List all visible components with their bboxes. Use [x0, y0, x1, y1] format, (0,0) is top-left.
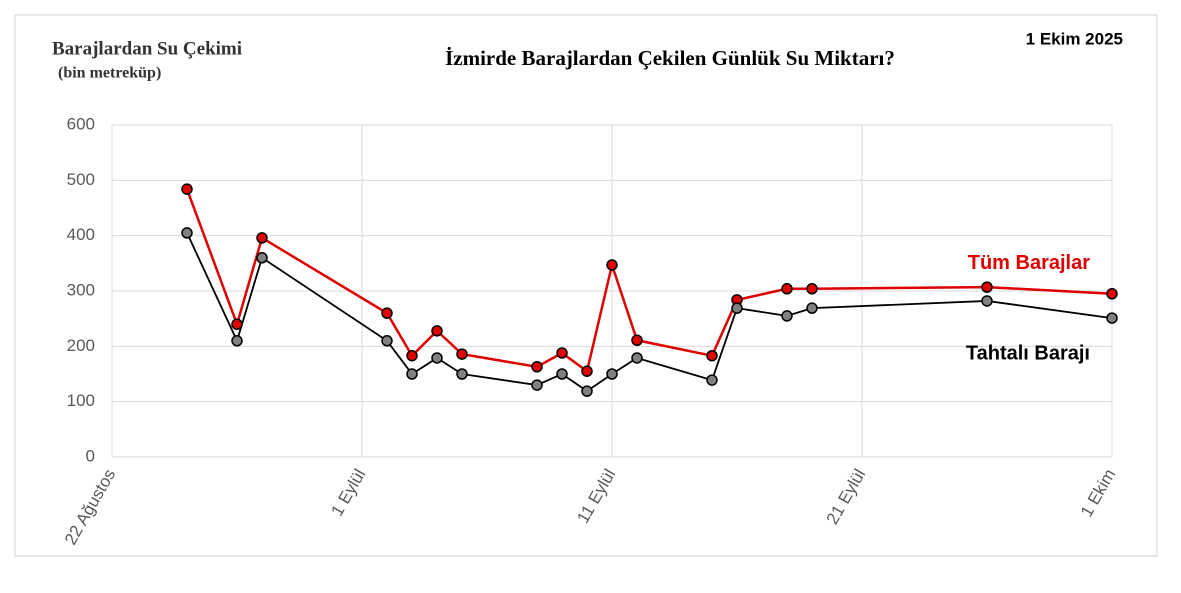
data-point [531, 379, 543, 391]
y-tick-label: 400 [67, 225, 95, 244]
data-point [256, 232, 268, 244]
date-note: 1 Ekim 2025 [1026, 29, 1123, 48]
data-point [406, 368, 418, 380]
data-point [556, 368, 568, 380]
data-point [556, 347, 568, 359]
y-tick-label: 200 [67, 336, 95, 355]
data-point [531, 361, 543, 373]
data-point [431, 352, 443, 364]
data-point [606, 368, 618, 380]
data-point [706, 349, 718, 362]
y-tick-label: 300 [67, 280, 95, 299]
y-tick-label: 600 [67, 114, 95, 133]
chart-title: İzmirde Barajlardan Çekilen Günlük Su Mi… [445, 46, 895, 70]
y-tick-label: 500 [67, 170, 95, 189]
data-point [981, 281, 993, 293]
y-axis-unit: (bin metreküp) [58, 65, 161, 82]
data-point [706, 374, 718, 386]
data-point [456, 368, 468, 380]
data-point [581, 385, 593, 397]
data-point [381, 307, 393, 319]
series-label: Tüm Barajlar [968, 252, 1090, 274]
data-point [1106, 288, 1118, 300]
data-point [606, 259, 618, 271]
data-point [231, 318, 243, 330]
data-point [381, 335, 393, 347]
chart-frame [14, 14, 1158, 557]
data-point [181, 183, 193, 195]
data-point [431, 325, 443, 337]
data-point [631, 352, 643, 364]
data-point [731, 302, 743, 314]
data-point [981, 295, 993, 307]
data-point [631, 334, 643, 346]
data-point [456, 348, 468, 360]
data-point [181, 227, 193, 239]
y-axis-label: Barajlardan Su Çekimi [52, 38, 242, 59]
y-tick-label: 0 [86, 446, 95, 465]
y-tick-label: 100 [67, 391, 95, 410]
data-point [256, 252, 268, 264]
data-point [781, 283, 793, 295]
data-point [781, 310, 793, 322]
data-point [806, 302, 818, 314]
data-point [1106, 312, 1118, 324]
series-label: Tahtalı Barajı [966, 342, 1090, 364]
data-point [581, 365, 593, 377]
data-point [806, 283, 818, 295]
data-point [231, 335, 243, 347]
data-point [406, 349, 418, 362]
